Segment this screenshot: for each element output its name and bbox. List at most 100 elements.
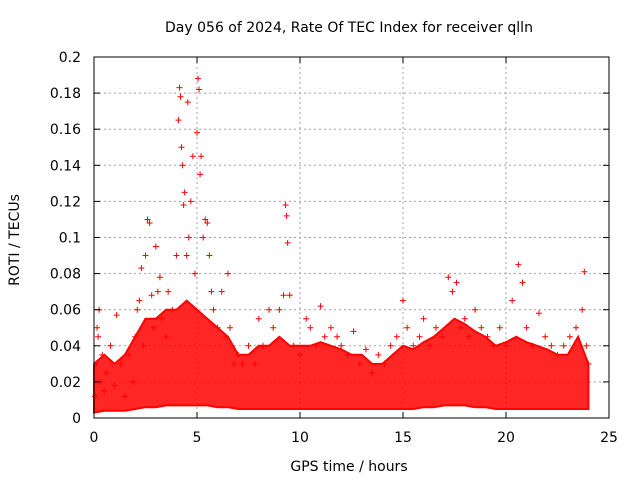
data-point <box>350 328 357 335</box>
data-point <box>439 333 446 340</box>
data-point <box>158 315 165 322</box>
data-point <box>245 342 252 349</box>
data-point <box>387 342 394 349</box>
data-point <box>95 333 102 340</box>
y-tick-label: 0.2 <box>59 50 81 66</box>
data-point <box>239 360 246 367</box>
data-point <box>426 342 433 349</box>
data-point <box>144 216 151 223</box>
data-point <box>126 351 133 358</box>
data-point <box>202 216 209 223</box>
y-tick-label: 0 <box>72 411 81 427</box>
data-point <box>204 220 211 227</box>
y-tick-label: 0.12 <box>50 194 81 210</box>
data-point <box>148 292 155 299</box>
x-tick-label: 15 <box>394 430 412 446</box>
dense-data-band <box>93 299 590 414</box>
data-point <box>321 333 328 340</box>
data-point <box>535 310 542 317</box>
data-point <box>449 288 456 295</box>
data-point <box>178 144 185 151</box>
data-point <box>103 369 110 376</box>
data-point <box>195 75 202 82</box>
data-points <box>92 75 592 400</box>
data-point <box>465 333 472 340</box>
data-point <box>445 274 452 281</box>
data-point <box>101 387 108 394</box>
chart-title: Day 056 of 2024, Rate Of TEC Index for r… <box>165 20 533 36</box>
y-tick-label: 0.14 <box>50 158 81 174</box>
data-point <box>381 360 388 367</box>
data-point <box>579 306 586 313</box>
data-point <box>134 306 141 313</box>
data-point <box>130 378 137 385</box>
data-point <box>420 315 427 322</box>
data-point <box>303 315 310 322</box>
data-point <box>369 369 376 376</box>
y-tick-label: 0.02 <box>50 375 81 391</box>
data-point <box>173 252 180 259</box>
data-point <box>231 360 238 367</box>
data-point <box>375 351 382 358</box>
data-point <box>554 351 561 358</box>
data-point <box>94 324 101 331</box>
data-point <box>585 360 592 367</box>
y-tick-label: 0.08 <box>50 267 81 283</box>
axis-ticks: 0 5 10 15 20 25 0 0.02 0.04 0.06 0.08 0.1 0.12 0.14 0.… <box>50 50 618 446</box>
data-point <box>404 324 411 331</box>
data-point <box>251 360 258 367</box>
data-point <box>165 288 172 295</box>
data-point <box>307 324 314 331</box>
data-point <box>327 324 334 331</box>
data-point <box>490 342 497 349</box>
data-point <box>146 220 153 227</box>
data-point <box>496 324 503 331</box>
data-point <box>255 315 262 322</box>
data-point <box>99 351 106 358</box>
data-point <box>136 297 143 304</box>
data-point <box>356 360 363 367</box>
data-point <box>484 333 491 340</box>
data-point <box>150 324 157 331</box>
data-point <box>453 279 460 286</box>
data-point <box>179 162 186 169</box>
data-point <box>181 189 188 196</box>
y-tick-label: 0.16 <box>50 122 81 138</box>
data-point <box>154 288 161 295</box>
data-point <box>156 274 163 281</box>
data-point <box>191 270 198 277</box>
data-point <box>138 265 145 272</box>
data-point <box>206 252 213 259</box>
x-tick-label: 0 <box>90 430 99 446</box>
data-point <box>224 270 231 277</box>
data-point <box>503 342 509 349</box>
data-point <box>297 351 303 358</box>
data-point <box>583 342 590 349</box>
data-point <box>140 342 147 349</box>
data-point <box>282 202 289 209</box>
data-point <box>214 324 221 331</box>
y-tick-label: 0.06 <box>50 303 81 319</box>
data-point <box>548 342 555 349</box>
data-point <box>121 393 128 400</box>
data-point <box>117 360 124 367</box>
data-point <box>334 333 341 340</box>
data-point <box>235 351 242 358</box>
data-point <box>515 261 522 268</box>
data-point <box>163 333 170 340</box>
data-point <box>529 342 536 349</box>
data-point <box>581 268 588 275</box>
data-point <box>175 117 182 124</box>
data-point <box>509 297 516 304</box>
data-point <box>176 84 183 91</box>
data-point <box>362 346 369 353</box>
data-point <box>183 252 190 259</box>
data-point <box>432 324 439 331</box>
data-point <box>222 333 229 340</box>
data-point <box>290 342 297 349</box>
data-point <box>542 333 549 340</box>
x-tick-label: 5 <box>193 430 202 446</box>
x-tick-label: 10 <box>291 430 309 446</box>
data-point <box>313 342 320 349</box>
